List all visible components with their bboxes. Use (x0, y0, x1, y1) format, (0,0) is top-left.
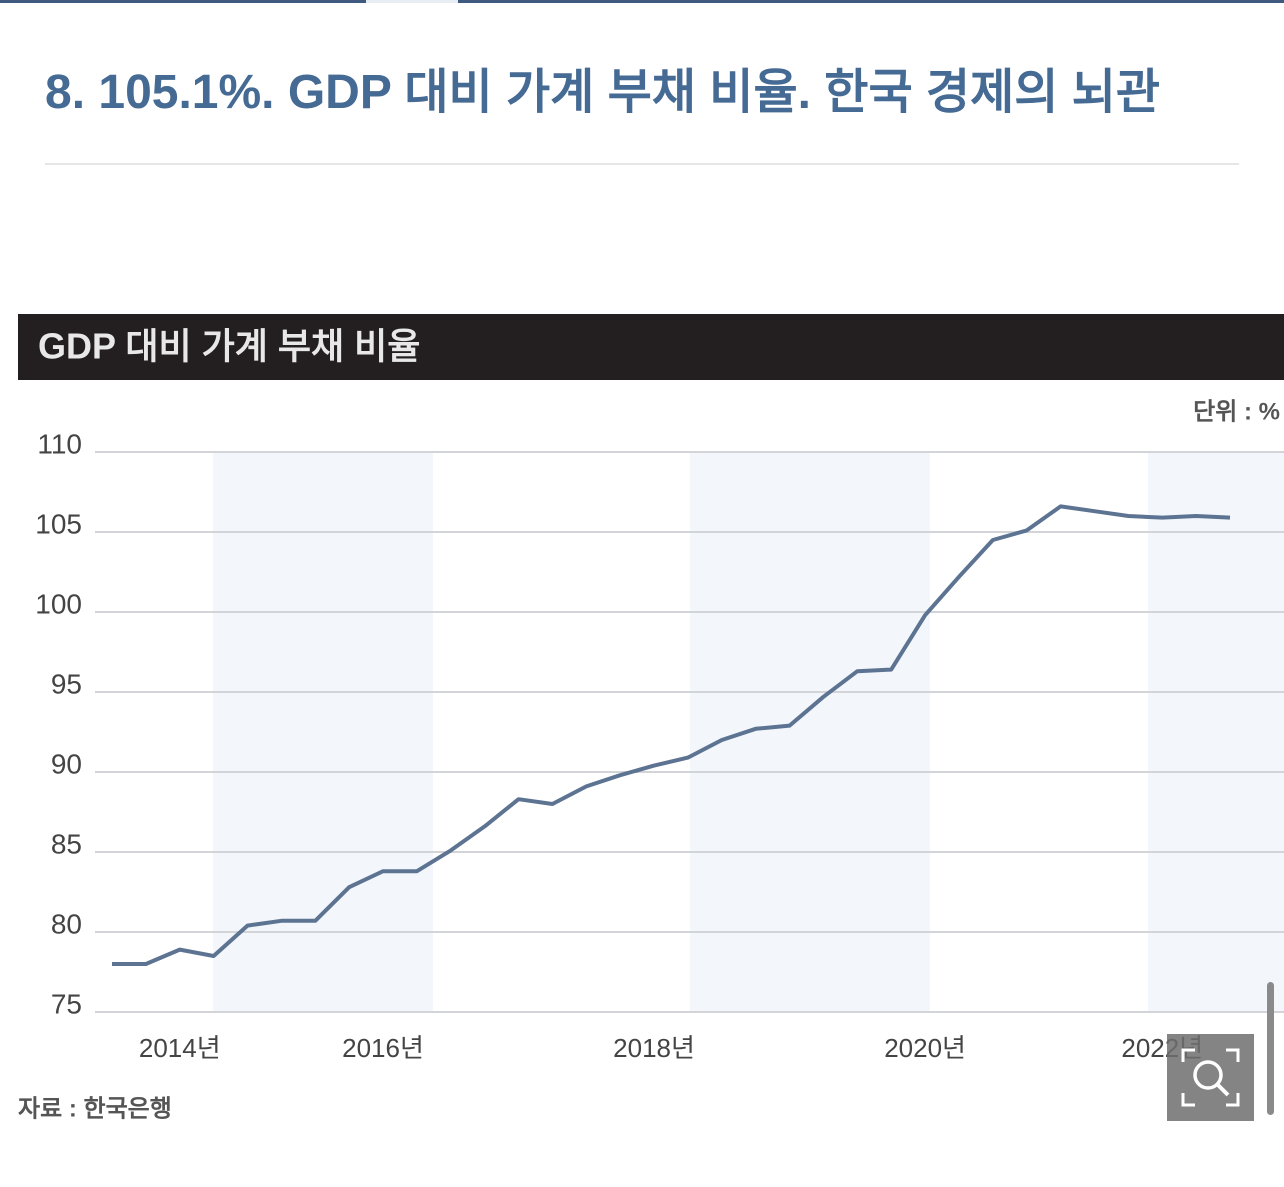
zoom-icon (1181, 1048, 1240, 1107)
y-tick-label: 80 (51, 908, 82, 939)
x-tick-label: 2014년 (139, 1033, 221, 1063)
y-tick-label: 105 (35, 508, 82, 539)
band (213, 452, 433, 1012)
band (1148, 452, 1284, 1012)
band (690, 452, 930, 1012)
chart-title-bar (18, 314, 1284, 380)
top-bar-tab (366, 0, 458, 3)
y-tick-label: 100 (35, 588, 82, 619)
article-heading: 8. 105.1%. GDP 대비 가계 부채 비율. 한국 경제의 뇌관 (45, 66, 1161, 119)
y-tick-label: 85 (51, 828, 82, 859)
zoom-button[interactable] (1167, 1034, 1254, 1121)
y-tick-label: 95 (51, 668, 82, 699)
x-tick-label: 2016년 (342, 1033, 424, 1063)
source-label: 자료 : 한국은행 (18, 1095, 172, 1122)
unit-label: 단위 : % (1193, 398, 1280, 425)
top-bar (0, 0, 1284, 3)
divider (45, 163, 1239, 165)
y-tick-label: 75 (51, 988, 82, 1019)
x-tick-label: 2018년 (613, 1033, 695, 1063)
x-tick-label: 2020년 (884, 1033, 966, 1063)
chart-title: GDP 대비 가계 부채 비율 (38, 326, 420, 367)
y-tick-label: 90 (51, 748, 82, 779)
scrollbar (1267, 982, 1274, 1115)
y-tick-label: 110 (37, 428, 82, 459)
chart: GDP 대비 가계 부채 비율 단위 : % 자료 : 한국은행 75 80 85 9… (18, 314, 1284, 1122)
line-series (112, 504, 1231, 966)
